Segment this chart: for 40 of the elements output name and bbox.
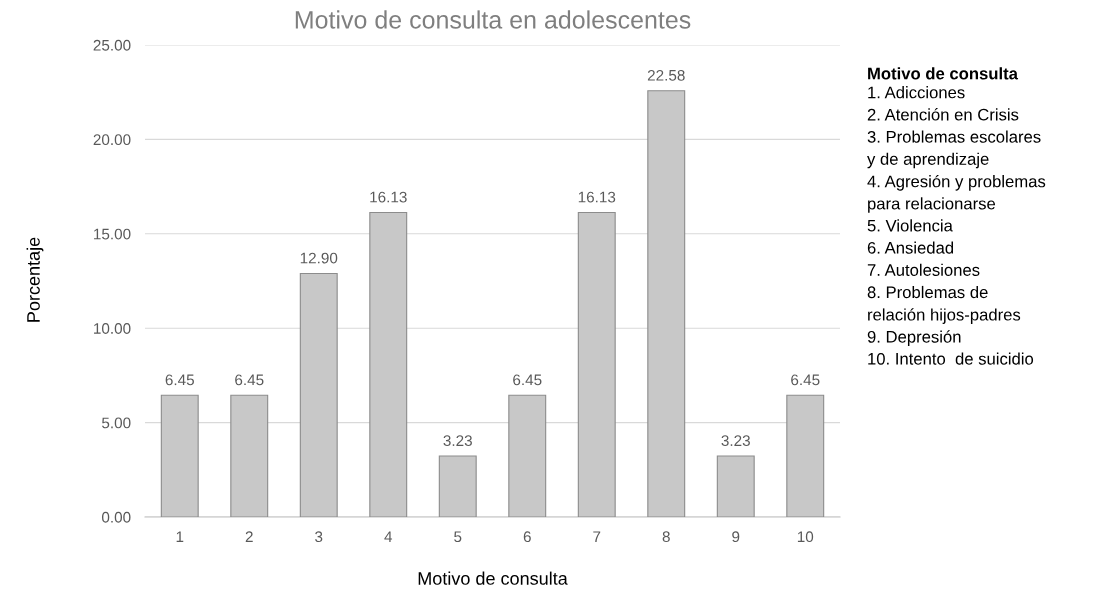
data-label: 6.45 [791,374,820,386]
legend-title: Motivo de consulta [868,67,1019,80]
x-tick-label: 6 [523,531,531,543]
x-tick-label: 7 [593,531,601,542]
y-tick-label: 5.00 [101,417,131,429]
y-tick-label: 10.00 [94,323,131,334]
x-tick-label: 9 [732,531,740,543]
text: 2. Atención en Crisis [867,108,1019,121]
y-axis-title: Porcentaje [26,237,44,322]
y-tick-label: 25.00 [93,39,131,51]
x-tick-label: 10 [797,531,814,543]
text: 1. Adicciones [868,86,965,99]
text: 4. Agresión y problemas para relacionarse [867,174,1046,213]
data-label: 22.58 [647,69,685,81]
text: 9. Depresión [867,330,961,347]
x-axis-title: Motivo de consulta [418,571,568,585]
text: 3. Problemas escolares y de aprendizaje [867,130,1041,169]
text: 8. Problemas de relación hijos-padres [867,285,1021,324]
x-tick-label: 5 [454,531,462,543]
data-label: 6.45 [235,374,264,386]
data-label: 6.45 [165,374,194,386]
x-tick-label: 1 [176,531,184,542]
text: 7. Autolesiones [867,263,980,276]
text: 10. Intento de suicidio [868,352,1034,365]
data-label: 16.13 [370,191,407,203]
x-tick-label: 2 [245,531,253,542]
text: 6. Ansiedad [867,241,954,254]
chart-title: Motivo de consulta en adolescentes [295,10,691,29]
text: 5. Violencia [867,219,953,232]
data-label: 12.90 [300,252,338,264]
x-tick-label: 8 [662,531,670,543]
data-label: 6.45 [513,374,542,386]
y-tick-label: 20.00 [93,134,131,146]
data-label: 3.23 [443,435,472,447]
x-tick-label: 4 [384,531,393,542]
y-tick-label: 0.00 [101,511,131,523]
data-label: 3.23 [721,435,750,447]
y-tick-label: 15.00 [94,228,131,240]
x-tick-label: 3 [315,531,323,543]
data-label: 16.13 [578,191,616,203]
